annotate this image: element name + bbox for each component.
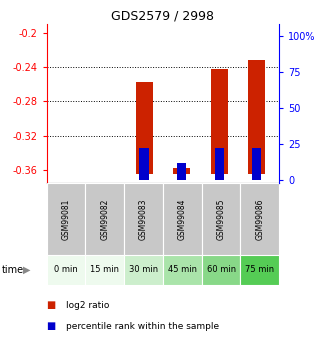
Text: GSM99082: GSM99082 — [100, 198, 109, 240]
Text: GSM99084: GSM99084 — [178, 198, 187, 240]
Bar — [240, 183, 279, 255]
Text: ▶: ▶ — [23, 265, 30, 275]
Bar — [163, 183, 202, 255]
Bar — [136, 82, 152, 174]
Bar — [214, 148, 224, 180]
Text: GSM99085: GSM99085 — [217, 198, 226, 240]
Bar — [47, 183, 85, 255]
Bar — [163, 255, 202, 285]
Title: GDS2579 / 2998: GDS2579 / 2998 — [111, 10, 214, 23]
Text: 60 min: 60 min — [206, 265, 236, 275]
Bar — [211, 69, 228, 174]
Bar — [177, 162, 187, 180]
Text: GSM99083: GSM99083 — [139, 198, 148, 240]
Text: 0 min: 0 min — [54, 265, 78, 275]
Bar — [252, 148, 261, 180]
Bar — [240, 255, 279, 285]
Bar — [47, 255, 85, 285]
Text: GSM99081: GSM99081 — [61, 198, 70, 240]
Text: GSM99086: GSM99086 — [256, 198, 265, 240]
Bar — [124, 255, 163, 285]
Bar — [202, 255, 240, 285]
Bar — [202, 183, 240, 255]
Text: log2 ratio: log2 ratio — [66, 301, 109, 310]
Text: 15 min: 15 min — [90, 265, 119, 275]
Text: time: time — [2, 265, 24, 275]
Text: ■: ■ — [47, 300, 56, 310]
Bar — [124, 183, 163, 255]
Text: ■: ■ — [47, 321, 56, 331]
Bar — [139, 148, 149, 180]
Bar — [85, 255, 124, 285]
Text: percentile rank within the sample: percentile rank within the sample — [66, 322, 219, 331]
Bar — [173, 168, 190, 174]
Bar — [85, 183, 124, 255]
Text: 30 min: 30 min — [129, 265, 158, 275]
Text: 75 min: 75 min — [245, 265, 274, 275]
Bar — [248, 60, 265, 174]
Text: 45 min: 45 min — [168, 265, 197, 275]
